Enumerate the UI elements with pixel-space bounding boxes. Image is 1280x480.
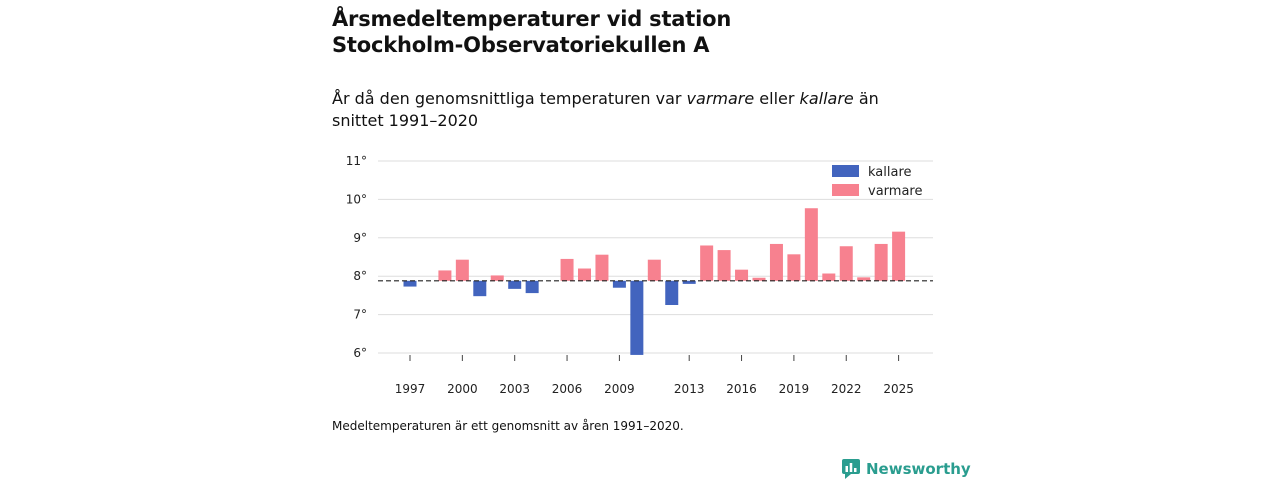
chart-title-line2: Stockholm-Observatoriekullen A	[332, 33, 710, 57]
bar-2019	[787, 254, 801, 281]
y-tick-label: 8°	[353, 269, 367, 283]
bar-2016	[735, 269, 749, 281]
x-tick-label: 2009	[604, 382, 635, 396]
subtitle-part3: än snittet 1991–2020	[332, 89, 879, 130]
x-tick-label: 2025	[883, 382, 914, 396]
bar-2002	[490, 275, 504, 281]
bar-2025	[892, 231, 906, 281]
bar-2021	[822, 273, 836, 281]
y-tick-label: 6°	[353, 346, 367, 360]
bar-1999	[438, 270, 452, 281]
chart-title: Årsmedeltemperaturer vid station Stockho…	[332, 6, 892, 58]
subtitle-part1: År då den genomsnittliga temperaturen va…	[332, 89, 687, 108]
chart-title-line1: Årsmedeltemperaturer vid station	[332, 7, 732, 31]
x-tick-label: 2019	[779, 382, 810, 396]
bar-2007	[578, 268, 591, 281]
y-tick-label: 7°	[353, 308, 367, 322]
footnote: Medeltemperaturen är ett genomsnitt av å…	[332, 419, 684, 433]
subtitle-part2: eller	[754, 89, 800, 108]
bar-2009	[612, 280, 626, 288]
bar-2000	[455, 259, 469, 281]
x-tick-label: 2022	[831, 382, 862, 396]
bar-2008	[595, 254, 609, 281]
chart-subtitle: År då den genomsnittliga temperaturen va…	[332, 88, 932, 132]
bar-2020	[804, 208, 818, 281]
y-tick-label: 10°	[346, 192, 367, 206]
bar-2023	[857, 277, 871, 281]
bar-2015	[717, 250, 731, 281]
bar-2022	[839, 246, 853, 281]
bar-2024	[874, 243, 888, 281]
bar-2001	[473, 280, 487, 297]
newsworthy-logo[interactable]: Newsworthy	[842, 458, 971, 480]
subtitle-warmer: varmare	[686, 89, 755, 108]
x-tick-label: 2006	[552, 382, 583, 396]
bar-1997	[403, 280, 417, 287]
brand-name: Newsworthy	[866, 460, 971, 478]
bar-2018	[769, 243, 783, 281]
bar-2017	[752, 277, 766, 281]
bar-2006	[560, 258, 574, 281]
bar-2004	[525, 280, 539, 294]
legend-swatch-kallare	[832, 165, 859, 177]
legend-label-varmare: varmare	[868, 184, 922, 199]
x-tick-label: 2013	[674, 382, 705, 396]
legend-label-kallare: kallare	[868, 165, 912, 180]
bar-2010	[630, 280, 644, 355]
legend-swatch-varmare	[832, 184, 859, 196]
bar-2012	[665, 280, 679, 305]
bar-2003	[508, 280, 522, 289]
x-tick-label: 2003	[499, 382, 530, 396]
bar-chart: 6° 7° 8° 9° 10° 11° 1997 2000 2003 2006 2009 2013 20…	[346, 154, 933, 396]
subtitle-colder: kallare	[799, 89, 854, 108]
y-tick-label: 9°	[353, 231, 367, 245]
x-tick-label: 1997	[395, 382, 426, 396]
bar-2013	[682, 280, 696, 284]
bar-2011	[647, 259, 661, 281]
newsworthy-logo-icon	[842, 459, 860, 479]
bar-2014	[700, 245, 714, 281]
x-tick-label: 2016	[726, 382, 757, 396]
chart-card: Årsmedeltemperaturer vid station Stockho…	[332, 0, 971, 480]
y-tick-label: 11°	[346, 154, 367, 168]
x-tick-label: 2000	[447, 382, 478, 396]
